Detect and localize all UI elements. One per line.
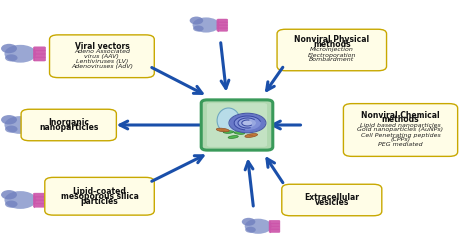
- Ellipse shape: [234, 116, 261, 130]
- Ellipse shape: [190, 16, 203, 24]
- FancyBboxPatch shape: [385, 128, 396, 131]
- Ellipse shape: [217, 108, 240, 133]
- Text: Electroporation: Electroporation: [308, 52, 356, 58]
- Ellipse shape: [4, 45, 36, 63]
- Ellipse shape: [361, 118, 388, 132]
- Ellipse shape: [4, 116, 36, 134]
- Text: Adeno Associated: Adeno Associated: [74, 49, 130, 54]
- Text: Adenoviruses (AdV): Adenoviruses (AdV): [71, 64, 133, 69]
- Ellipse shape: [192, 18, 219, 32]
- FancyBboxPatch shape: [201, 100, 273, 150]
- FancyBboxPatch shape: [33, 118, 46, 122]
- FancyBboxPatch shape: [33, 50, 46, 54]
- Ellipse shape: [228, 136, 238, 138]
- FancyBboxPatch shape: [385, 119, 396, 123]
- FancyBboxPatch shape: [33, 125, 46, 129]
- FancyBboxPatch shape: [33, 54, 46, 58]
- FancyBboxPatch shape: [282, 184, 382, 216]
- Text: Lipid-coated: Lipid-coated: [73, 187, 127, 196]
- Text: Cell Penetrating peptides: Cell Penetrating peptides: [361, 132, 440, 138]
- Ellipse shape: [1, 115, 17, 124]
- Text: Extracellular: Extracellular: [304, 193, 359, 202]
- Text: Inorganic: Inorganic: [48, 118, 89, 127]
- FancyBboxPatch shape: [33, 200, 46, 204]
- FancyBboxPatch shape: [49, 35, 155, 78]
- Ellipse shape: [1, 44, 17, 53]
- FancyBboxPatch shape: [269, 229, 280, 232]
- FancyBboxPatch shape: [217, 25, 228, 28]
- FancyBboxPatch shape: [33, 47, 46, 51]
- Ellipse shape: [4, 191, 36, 209]
- Text: Microinjection: Microinjection: [310, 48, 354, 52]
- FancyBboxPatch shape: [33, 196, 46, 200]
- Text: (CPPs): (CPPs): [391, 138, 410, 142]
- Ellipse shape: [358, 116, 372, 124]
- Text: methods: methods: [382, 116, 419, 124]
- FancyBboxPatch shape: [269, 223, 280, 227]
- Text: mesoporous silica: mesoporous silica: [61, 192, 138, 201]
- FancyBboxPatch shape: [217, 19, 228, 23]
- Ellipse shape: [223, 131, 234, 133]
- FancyBboxPatch shape: [269, 220, 280, 224]
- Ellipse shape: [1, 190, 17, 200]
- FancyBboxPatch shape: [33, 203, 46, 207]
- Text: nanoparticles: nanoparticles: [39, 123, 99, 132]
- Ellipse shape: [5, 200, 18, 208]
- FancyBboxPatch shape: [385, 122, 396, 126]
- Ellipse shape: [193, 26, 204, 32]
- Ellipse shape: [5, 126, 18, 133]
- FancyBboxPatch shape: [343, 104, 457, 156]
- Ellipse shape: [245, 134, 257, 138]
- Text: methods: methods: [313, 40, 351, 50]
- Text: virus (AAV): virus (AAV): [84, 54, 119, 59]
- FancyBboxPatch shape: [45, 178, 155, 215]
- FancyBboxPatch shape: [385, 125, 396, 128]
- Text: Bombardment: Bombardment: [309, 58, 355, 62]
- Ellipse shape: [239, 118, 256, 128]
- FancyBboxPatch shape: [217, 22, 228, 26]
- FancyBboxPatch shape: [277, 29, 386, 71]
- Text: Lentiviruses (LV): Lentiviruses (LV): [76, 59, 128, 64]
- FancyBboxPatch shape: [33, 128, 46, 132]
- FancyBboxPatch shape: [33, 57, 46, 61]
- Ellipse shape: [216, 128, 229, 132]
- Ellipse shape: [242, 218, 255, 226]
- Ellipse shape: [243, 120, 252, 126]
- Text: Gold nanoparticles (AuNPs): Gold nanoparticles (AuNPs): [357, 128, 444, 132]
- Text: Lipid based nanoparticles: Lipid based nanoparticles: [360, 122, 441, 128]
- Ellipse shape: [5, 54, 18, 62]
- Ellipse shape: [234, 132, 245, 134]
- Text: Viral vectors: Viral vectors: [74, 42, 129, 51]
- Ellipse shape: [245, 219, 272, 234]
- Ellipse shape: [245, 227, 256, 233]
- FancyBboxPatch shape: [21, 109, 117, 141]
- FancyBboxPatch shape: [269, 226, 280, 230]
- FancyBboxPatch shape: [207, 103, 267, 147]
- FancyBboxPatch shape: [33, 193, 46, 197]
- FancyBboxPatch shape: [33, 122, 46, 126]
- Text: particles: particles: [81, 197, 118, 206]
- Text: PEG mediated: PEG mediated: [378, 142, 423, 148]
- Ellipse shape: [229, 114, 265, 132]
- Text: vesicles: vesicles: [315, 198, 349, 207]
- Ellipse shape: [361, 126, 372, 132]
- Text: Nonviral Chemical: Nonviral Chemical: [361, 110, 440, 120]
- Text: Nonviral Physical: Nonviral Physical: [294, 36, 369, 44]
- FancyBboxPatch shape: [217, 28, 228, 31]
